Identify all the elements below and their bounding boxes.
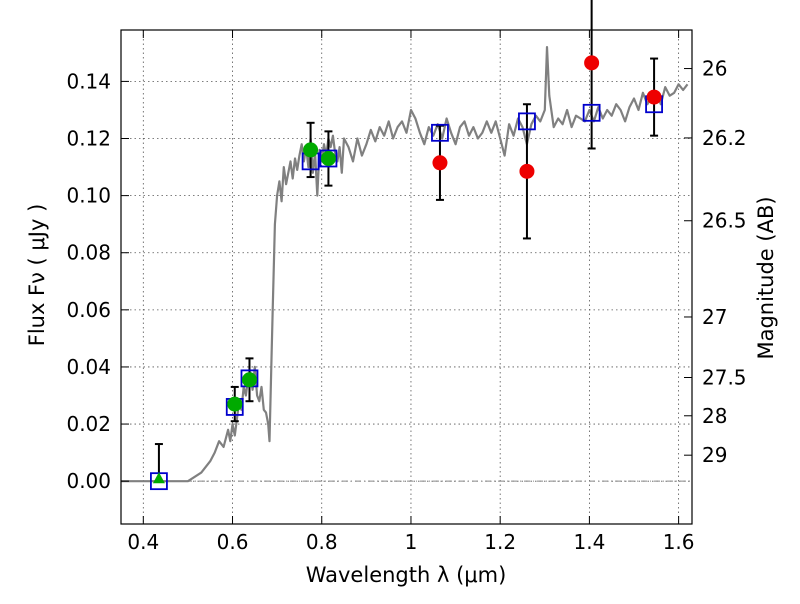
x-tick-label: 1: [405, 530, 418, 554]
y-tick-label: 0.12: [66, 127, 111, 151]
x-tick-label: 0.6: [217, 530, 249, 554]
y-tick-label: 0.10: [66, 184, 111, 208]
y-tick-label: 0.04: [66, 355, 111, 379]
y-tick-label: 0.14: [66, 69, 111, 93]
errorbar: [587, 0, 596, 150]
nir-point: [432, 155, 448, 171]
model-flux-square: [518, 112, 536, 131]
detection-point: [303, 142, 319, 158]
y-tick-label: 0.06: [66, 298, 111, 322]
detection-point: [320, 150, 336, 166]
model-flux-square: [582, 103, 601, 122]
model-flux-square: [319, 149, 338, 168]
mag-tick-label: 26.5: [702, 209, 747, 233]
mag-tick-label: 26: [702, 57, 727, 81]
y2-axis-label: Magnitude (AB): [754, 196, 778, 359]
y-tick-label: 0.00: [66, 469, 111, 493]
marks-layer: [150, 0, 663, 491]
x-tick-label: 1.4: [573, 530, 605, 554]
x-axis-label: Wavelength λ (μm): [306, 563, 507, 587]
axes-layer: 0.4 0.6 0.8 1 1.2 1.4 1.6 0.00 0.02 0.04 0.06 0.08 0…: [66, 29, 747, 554]
triangle-point: [152, 472, 165, 484]
x-tick-label: 0.8: [306, 530, 338, 554]
mag-tick-label: 29: [702, 443, 727, 467]
detection-point: [241, 372, 257, 388]
nir-point: [646, 89, 662, 105]
mag-tick-label: 28: [702, 404, 727, 428]
y-tick-label: 0.08: [66, 241, 111, 265]
grid-layer: [121, 30, 692, 524]
mag-tick-label: 27.5: [702, 366, 747, 390]
plot-frame: [120, 29, 693, 525]
mag-tick-label: 26.2: [702, 126, 747, 150]
nir-point: [519, 163, 535, 179]
model-flux-square: [431, 123, 449, 142]
x-tick-label: 0.4: [127, 530, 159, 554]
model-spectrum-line: [121, 45, 689, 483]
y-tick-label: 0.02: [66, 412, 111, 436]
y-axis-label: Flux Fν ( μJy ): [25, 204, 49, 347]
model-layer: [121, 45, 689, 483]
x-tick-label: 1.6: [663, 530, 695, 554]
mag-tick-label: 27: [702, 305, 727, 329]
detection-point: [227, 396, 243, 412]
x-tick-label: 1.2: [484, 530, 516, 554]
nir-point: [584, 55, 600, 71]
